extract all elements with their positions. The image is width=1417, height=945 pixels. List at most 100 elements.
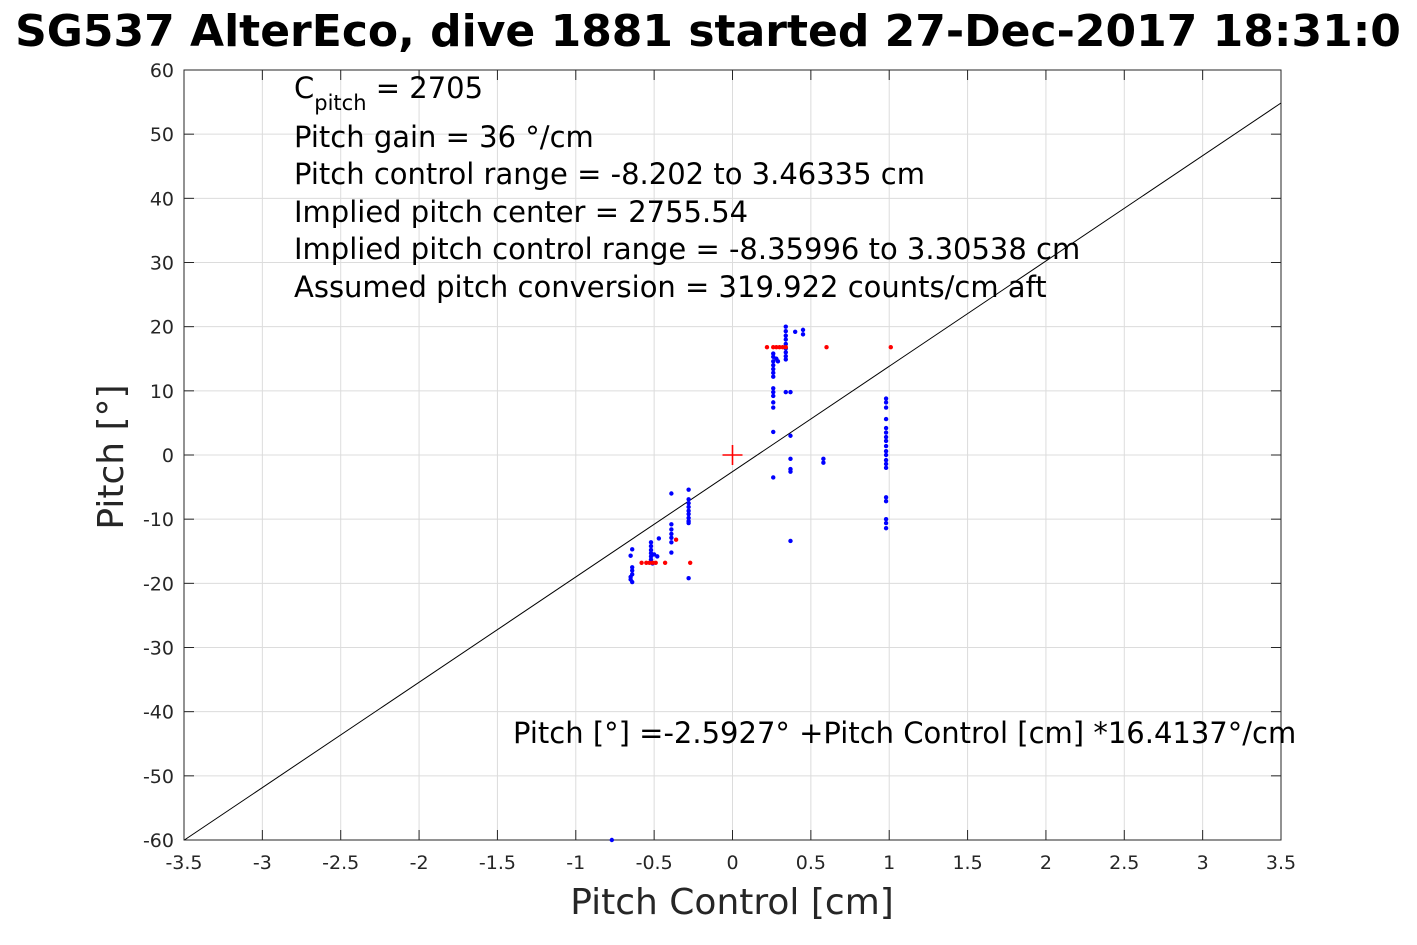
- x-tick-label: 1: [883, 852, 895, 874]
- data-point-blue: [609, 837, 615, 843]
- y-tick-label: 60: [150, 60, 174, 82]
- x-tick-label: -2.5: [322, 852, 359, 874]
- data-point-blue: [883, 495, 889, 500]
- data-point-blue: [883, 400, 889, 405]
- data-point-blue: [669, 527, 674, 532]
- data-point-blue: [788, 389, 793, 395]
- data-point-blue: [771, 405, 776, 410]
- data-point-blue: [669, 550, 674, 555]
- data-point-blue: [883, 434, 889, 440]
- data-point-red: [653, 560, 658, 565]
- y-tick-label: -10: [143, 509, 174, 531]
- data-point-blue: [883, 457, 889, 463]
- y-tick-label: 0: [162, 445, 174, 467]
- x-tick-label: -3: [253, 852, 272, 874]
- y-tick-label: -60: [143, 830, 174, 852]
- data-point-blue: [800, 327, 806, 333]
- data-point-blue: [771, 374, 776, 379]
- data-point-blue: [788, 469, 793, 474]
- data-point-blue: [788, 456, 793, 462]
- data-point-blue: [883, 396, 889, 401]
- x-tick-label: 2.5: [1109, 852, 1139, 874]
- data-point-blue: [788, 538, 793, 544]
- data-point-blue: [686, 520, 691, 526]
- data-point-blue: [630, 565, 635, 570]
- data-point-blue: [771, 359, 776, 364]
- data-point-blue: [783, 389, 788, 395]
- data-point-blue: [775, 359, 781, 364]
- x-axis-label: Pitch Control [cm]: [570, 882, 894, 923]
- data-point-blue: [783, 324, 788, 329]
- data-point-blue: [630, 579, 635, 585]
- data-point-red: [783, 345, 788, 350]
- fit-equation-annotation: Pitch [°] =-2.5927° +Pitch Control [cm] …: [513, 716, 1296, 750]
- y-tick-label: 30: [150, 253, 174, 275]
- data-point-blue: [783, 341, 788, 347]
- x-tick-label: 1.5: [952, 852, 982, 874]
- data-point-blue: [883, 425, 889, 431]
- data-point-blue: [686, 511, 691, 517]
- data-point-red: [774, 345, 779, 350]
- data-point-blue: [630, 547, 635, 552]
- y-tick-label: -40: [143, 702, 174, 724]
- data-point-blue: [669, 491, 674, 496]
- data-point-blue: [669, 540, 674, 545]
- data-point-blue: [883, 438, 889, 444]
- data-point-blue: [792, 329, 798, 334]
- data-point-blue: [686, 500, 691, 506]
- x-tick-label: 3.5: [1266, 852, 1296, 874]
- data-point-blue: [771, 386, 776, 391]
- data-point-blue: [648, 547, 654, 553]
- y-axis-label: Pitch [°]: [91, 384, 132, 529]
- fit-line: [184, 102, 1282, 841]
- data-point-red: [647, 560, 652, 565]
- data-point-blue: [771, 429, 776, 435]
- data-point-blue: [783, 353, 788, 359]
- x-tick-label: -0.5: [636, 852, 673, 874]
- data-point-red: [777, 345, 782, 350]
- x-tick-label: -3.5: [165, 852, 202, 874]
- pitch-gain-annotation: Pitch gain = 36 °/cm: [294, 120, 594, 154]
- data-point-blue: [686, 508, 691, 514]
- data-point-blue: [883, 443, 889, 449]
- data-point-blue: [771, 370, 776, 376]
- x-tick-label: -1.5: [479, 852, 516, 874]
- data-point-blue: [655, 554, 660, 559]
- data-point-blue: [771, 389, 776, 395]
- conversion-annotation: Assumed pitch conversion = 319.922 count…: [294, 270, 1047, 304]
- data-point-blue: [783, 357, 788, 362]
- data-point-blue: [821, 456, 826, 462]
- data-point-blue: [883, 448, 889, 454]
- data-point-blue: [883, 516, 889, 522]
- data-point-blue: [686, 504, 691, 510]
- data-point-blue: [783, 328, 788, 334]
- data-point-blue: [630, 568, 635, 573]
- data-point-blue: [883, 525, 889, 531]
- data-point-blue: [883, 452, 889, 458]
- y-tick-label: 40: [150, 188, 174, 210]
- data-point-red: [644, 560, 649, 565]
- data-point-red: [780, 345, 785, 350]
- data-point-blue: [771, 351, 776, 356]
- c-pitch-annotation: Cpitch = 2705: [294, 71, 483, 115]
- y-tick-label: 20: [150, 317, 174, 339]
- grid-lines: [183, 69, 1282, 841]
- x-tick-label: 2: [1040, 852, 1052, 874]
- data-point-blue: [883, 461, 889, 467]
- data-point-red: [673, 537, 679, 542]
- data-point-red: [639, 560, 644, 565]
- data-point-blue: [883, 430, 889, 435]
- x-tick-label: 0: [726, 852, 738, 874]
- x-tick-label: 3: [1197, 852, 1209, 874]
- data-point-blue: [648, 543, 654, 549]
- data-points: [609, 324, 893, 843]
- y-tick-label: -20: [143, 573, 174, 595]
- data-point-blue: [783, 350, 788, 355]
- data-point-red: [764, 345, 770, 350]
- data-point-blue: [686, 576, 691, 581]
- c-pitch-subscript: pitch: [314, 91, 366, 115]
- control-range-annotation: Pitch control range = -8.202 to 3.46335 …: [294, 157, 925, 191]
- data-point-blue: [771, 475, 776, 480]
- data-point-blue: [628, 553, 633, 558]
- implied-range-annotation: Implied pitch control range = -8.35996 t…: [294, 232, 1080, 266]
